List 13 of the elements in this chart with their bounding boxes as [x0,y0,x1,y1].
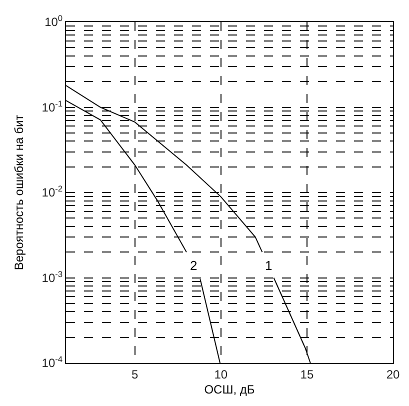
x-tick-label: 5 [131,367,138,382]
x-tick-label: 10 [214,367,228,382]
y-tick-label: 10$^{0}$ [44,13,63,30]
y-axis-title: Вероятность ошибки на бит [12,114,26,270]
y-tick-label: 10$^{-3}$ [42,268,63,285]
x-tick-label: 15 [300,367,314,382]
annotation: 1 [265,258,272,273]
x-axis-title: ОСШ, дБ [204,382,255,396]
annotation: 2 [190,258,198,273]
x-tick-label: 20 [386,367,400,382]
y-tick-label: 10$^{-2}$ [42,184,63,200]
y-tick-label: 10$^{-4}$ [42,354,63,370]
y-tick-label: 10$^{-1}$ [42,98,63,114]
